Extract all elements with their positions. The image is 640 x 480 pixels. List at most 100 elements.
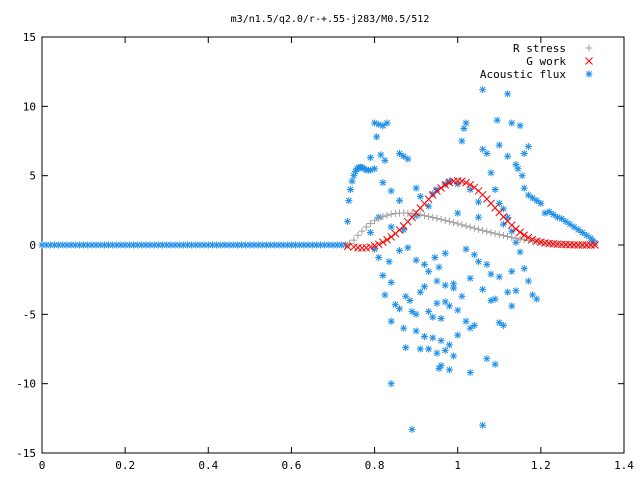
- x-tick-label: 0.6: [281, 459, 301, 472]
- g-work-point: [343, 242, 352, 251]
- acoustic-flux-point: [431, 253, 439, 261]
- r-stress-point: [383, 211, 391, 219]
- g-work-point: [524, 233, 533, 242]
- r-stress-point: [358, 227, 366, 235]
- acoustic-flux-point: [404, 244, 412, 252]
- acoustic-flux-point: [379, 272, 387, 280]
- acoustic-flux-point: [381, 156, 389, 164]
- r-stress-point: [420, 212, 428, 220]
- r-stress-point: [408, 210, 416, 218]
- acoustic-flux-point: [412, 256, 420, 264]
- acoustic-flux-point: [454, 180, 462, 188]
- r-stress-point: [508, 233, 516, 241]
- acoustic-flux-point: [508, 302, 516, 310]
- x-tick-label: 0: [39, 459, 46, 472]
- acoustic-flux-point: [524, 143, 532, 151]
- acoustic-flux-point: [512, 238, 520, 246]
- acoustic-flux-point: [516, 248, 524, 256]
- acoustic-flux-point: [381, 291, 389, 299]
- acoustic-flux-point: [433, 277, 441, 285]
- acoustic-flux-point: [479, 421, 487, 429]
- r-stress-point: [445, 218, 453, 226]
- g-work-point: [458, 177, 466, 186]
- g-work-point: [379, 238, 387, 247]
- r-stress-point: [487, 229, 495, 237]
- r-stress-point: [387, 210, 395, 218]
- acoustic-flux-point: [495, 199, 503, 207]
- legend-marker-acoustic-flux: [585, 70, 593, 78]
- acoustic-flux-point: [533, 197, 541, 205]
- g-work-point: [528, 235, 537, 244]
- acoustic-flux-point: [475, 258, 482, 266]
- g-work-point: [374, 240, 383, 249]
- acoustic-flux-point: [562, 217, 570, 225]
- acoustic-flux-point: [454, 306, 462, 314]
- r-stress-point: [462, 222, 470, 230]
- acoustic-flux-point: [441, 346, 449, 354]
- r-stress-point: [516, 235, 524, 243]
- y-tick-label: 0: [29, 239, 36, 252]
- acoustic-flux-point: [396, 305, 404, 313]
- acoustic-flux-point: [445, 302, 453, 310]
- acoustic-flux-point: [345, 197, 353, 205]
- r-stress-point: [499, 232, 507, 240]
- acoustic-flux-point: [437, 314, 445, 322]
- acoustic-flux-point: [529, 194, 537, 202]
- acoustic-flux-point: [396, 149, 404, 157]
- r-stress-point: [425, 212, 433, 220]
- acoustic-flux-point: [425, 308, 433, 316]
- r-stress-point: [441, 216, 449, 224]
- acoustic-flux-point: [487, 270, 495, 278]
- r-stress-point: [375, 214, 383, 222]
- acoustic-flux-point: [462, 317, 470, 325]
- acoustic-flux-point: [508, 267, 516, 275]
- acoustic-flux-point: [371, 165, 379, 173]
- x-tick-label: 0.4: [198, 459, 218, 472]
- r-stress-point: [524, 237, 532, 245]
- y-tick-label: 15: [23, 31, 36, 44]
- acoustic-flux-point: [487, 169, 495, 177]
- y-axis: -15 -10 -5 0 5 10 15: [16, 31, 624, 460]
- r-stress-point: [350, 236, 358, 244]
- legend-label-acoustic-flux: Acoustic flux: [480, 68, 566, 81]
- acoustic-flux-point: [508, 227, 516, 235]
- acoustic-flux-point: [420, 260, 428, 268]
- x-tick-label: 0.2: [115, 459, 135, 472]
- acoustic-flux-point: [545, 208, 553, 216]
- r-stress-point: [454, 220, 462, 228]
- acoustic-flux-point: [366, 154, 374, 162]
- r-stress-point: [433, 214, 441, 222]
- acoustic-flux-point: [366, 229, 374, 237]
- acoustic-flux-point: [400, 324, 408, 332]
- acoustic-flux-point: [383, 119, 391, 127]
- g-work-point: [516, 228, 524, 237]
- acoustic-flux-point: [435, 364, 443, 372]
- acoustic-flux-point: [495, 319, 503, 327]
- g-work-point: [591, 241, 599, 249]
- acoustic-flux-point: [429, 313, 437, 321]
- acoustic-flux-point: [475, 213, 482, 221]
- acoustic-flux-point: [479, 285, 487, 293]
- acoustic-flux-point: [504, 152, 512, 160]
- acoustic-flux-point: [408, 425, 416, 433]
- r-stress-point: [504, 233, 512, 241]
- acoustic-flux-point: [570, 223, 578, 231]
- acoustic-flux-point: [454, 331, 462, 339]
- acoustic-flux-point: [445, 366, 453, 374]
- g-work-point: [370, 241, 379, 250]
- g-work-point: [462, 178, 470, 187]
- plot-marks: [38, 86, 599, 433]
- r-stress-point: [366, 220, 374, 228]
- acoustic-flux-point: [375, 253, 383, 261]
- acoustic-flux-point: [379, 122, 387, 130]
- acoustic-flux-point: [348, 177, 356, 185]
- acoustic-flux-point: [479, 86, 487, 94]
- acoustic-flux-point: [450, 284, 458, 292]
- acoustic-flux-point: [504, 288, 512, 296]
- acoustic-flux-point: [520, 149, 528, 157]
- g-work-point: [383, 235, 391, 244]
- acoustic-flux-point: [470, 321, 478, 329]
- acoustic-flux-point: [387, 187, 395, 195]
- acoustic-flux-point: [504, 90, 512, 98]
- y-tick-label: 5: [29, 170, 36, 183]
